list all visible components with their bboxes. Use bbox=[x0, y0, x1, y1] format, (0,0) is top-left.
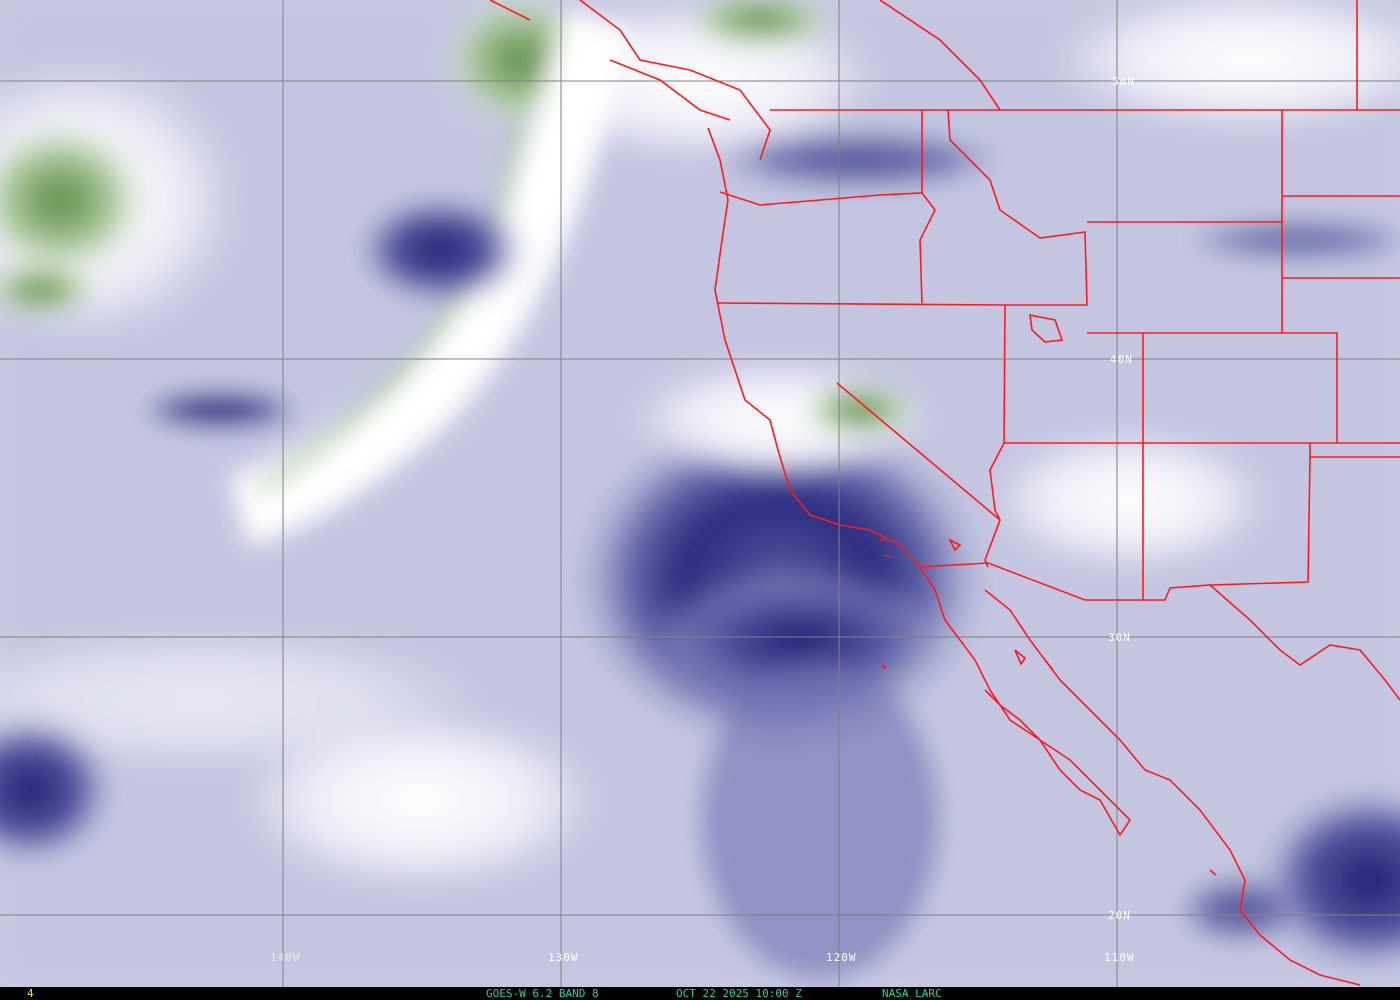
interior-state-lines bbox=[1004, 0, 1400, 600]
grid-labels: 50N 40N 30N 20N 140W 130W 120W 110W bbox=[270, 75, 1135, 964]
datetime-label: OCT 22 2025 10:00 Z bbox=[676, 987, 802, 1000]
oregon-california-border bbox=[717, 302, 1006, 306]
california-nevada-diagonal bbox=[836, 382, 1001, 521]
credit-label: NASA LARC bbox=[882, 987, 942, 1000]
channel-islands bbox=[880, 538, 962, 670]
great-salt-lake bbox=[1029, 313, 1064, 343]
lat-label-40n: 40N bbox=[1110, 353, 1133, 366]
baja-islands bbox=[1014, 649, 1217, 876]
lon-label-130w: 130W bbox=[548, 951, 579, 964]
canada-coast bbox=[489, 0, 1001, 161]
political-boundaries bbox=[489, 0, 1400, 986]
lon-label-110w: 110W bbox=[1104, 951, 1135, 964]
product-label: GOES-W 6.2 BAND 8 bbox=[486, 987, 599, 1000]
frame-number: 4 bbox=[27, 987, 34, 1000]
lon-label-120w: 120W bbox=[826, 951, 857, 964]
lat-label-20n: 20N bbox=[1108, 909, 1131, 922]
lat-label-30n: 30N bbox=[1108, 631, 1131, 644]
us-west-coast bbox=[707, 127, 1132, 837]
washington-oregon-border bbox=[719, 191, 936, 304]
lon-label-140w: 140W bbox=[270, 951, 301, 964]
lat-label-50n: 50N bbox=[1112, 75, 1135, 88]
image-caption-bar: 4 GOES-W 6.2 BAND 8 OCT 22 2025 10:00 Z … bbox=[0, 987, 1400, 1000]
idaho-borders bbox=[921, 109, 1088, 306]
us-mexico-border bbox=[919, 562, 1400, 701]
